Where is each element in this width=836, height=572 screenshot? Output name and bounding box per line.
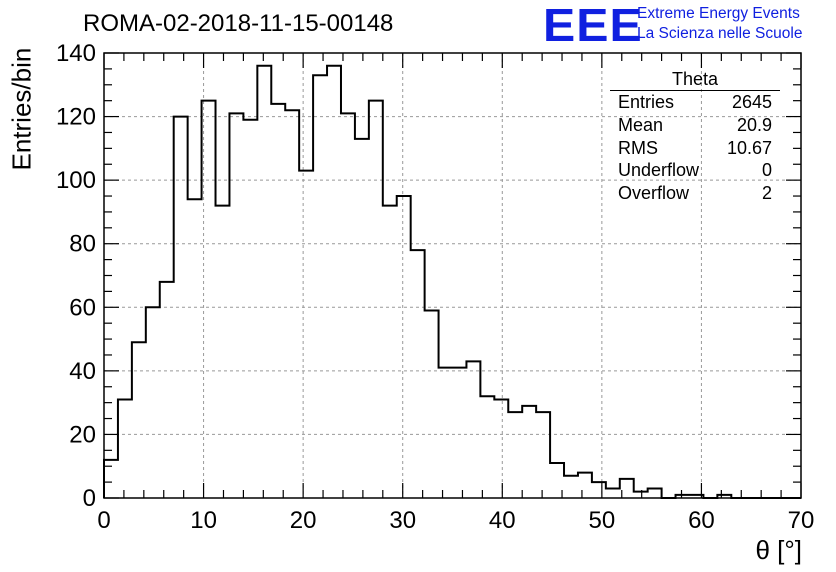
stats-value: 10.67: [726, 137, 772, 158]
stats-value: 2: [761, 183, 772, 204]
stats-row-underflow: Underflow 0: [610, 159, 780, 182]
logo-line-1: Extreme Energy Events: [637, 5, 800, 22]
y-tick-label: 40: [69, 358, 96, 385]
x-tick-label: 0: [97, 507, 110, 534]
y-tick-label: 60: [69, 294, 96, 321]
stats-value: 20.9: [736, 114, 772, 135]
y-tick-label: 20: [69, 421, 96, 448]
x-tick-label: 60: [688, 507, 715, 534]
stats-label: Overflow: [618, 183, 690, 204]
y-tick-label: 80: [69, 231, 96, 258]
eee-logo: EEE: [543, 0, 643, 51]
stats-title: Theta: [610, 68, 780, 91]
x-tick-label: 30: [389, 507, 416, 534]
x-axis-label: θ [°]: [755, 535, 802, 565]
logo-line-2: La Scienza nelle Scuole: [637, 25, 803, 42]
x-tick-label: 20: [290, 507, 317, 534]
stats-label: Mean: [618, 114, 664, 135]
y-tick-label: 100: [56, 167, 96, 194]
y-axis-label: Entries/bin: [6, 47, 37, 171]
stats-row-entries: Entries 2645: [610, 91, 780, 114]
stats-row-rms: RMS 10.67: [610, 137, 780, 160]
x-tick-label: 10: [190, 507, 217, 534]
chart-title: ROMA-02-2018-11-15-00148: [83, 10, 394, 37]
x-tick-label: 70: [788, 507, 815, 534]
x-tick-label: 50: [589, 507, 616, 534]
stats-row-mean: Mean 20.9: [610, 114, 780, 137]
x-tick-label: 40: [489, 507, 516, 534]
y-tick-label: 120: [56, 104, 96, 131]
y-tick-label: 0: [83, 485, 96, 512]
y-tick-label: 140: [56, 40, 96, 67]
stats-label: Underflow: [618, 160, 700, 181]
histogram-line: [103, 64, 801, 499]
stats-value: 0: [761, 160, 772, 181]
stats-label: Entries: [618, 92, 675, 112]
stats-label: RMS: [618, 137, 658, 158]
stats-box: Theta Entries 2645 Mean 20.9 RMS 10.67 U…: [610, 68, 780, 205]
stats-value: 2645: [731, 92, 772, 112]
stats-row-overflow: Overflow 2: [610, 182, 780, 205]
